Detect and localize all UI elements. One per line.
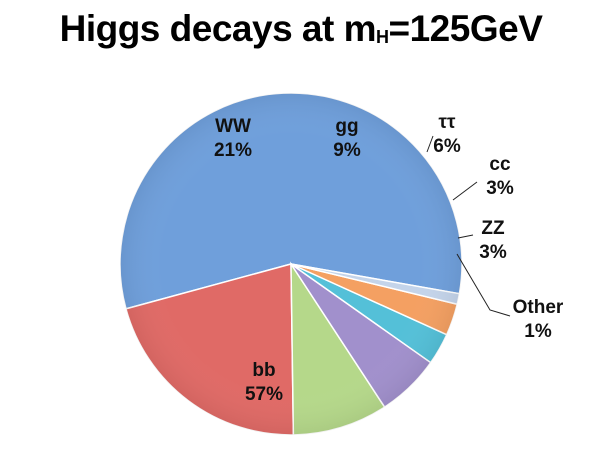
slice-label-tau: ττ 6%	[433, 112, 461, 157]
slice-label-other: Other 1%	[513, 297, 564, 342]
slice-name-tau: ττ	[439, 112, 456, 133]
slice-name-bb: bb	[252, 360, 275, 381]
slice-percent-cc: 3%	[486, 178, 514, 199]
slice-name-other: Other	[513, 297, 564, 318]
chart-title-main: Higgs decays at m	[59, 8, 377, 49]
slice-name-cc: cc	[489, 154, 511, 175]
slice-name-gg: gg	[335, 116, 358, 137]
leader-line-zz	[457, 234, 474, 239]
slice-name-ww: WW	[215, 116, 251, 137]
slice-label-bb: bb 57%	[245, 360, 283, 405]
slice-percent-gg: 9%	[333, 140, 361, 161]
slice-percent-ww: 21%	[214, 140, 252, 161]
slice-name-zz: ZZ	[481, 218, 505, 239]
chart-title-subscript: H	[376, 27, 389, 47]
slice-percent-zz: 3%	[479, 242, 507, 263]
slice-percent-bb: 57%	[245, 384, 283, 405]
leader-line-cc	[452, 181, 478, 201]
slice-label-zz: ZZ 3%	[479, 218, 507, 263]
slice-label-gg: gg 9%	[333, 116, 361, 161]
slice-label-cc: cc 3%	[486, 154, 514, 199]
leader-line-other	[456, 253, 511, 317]
leader-line-tau	[426, 135, 434, 153]
chart-title: Higgs decays at mH=125GeV	[0, 8, 602, 50]
slice-label-ww: WW 21%	[214, 116, 252, 161]
slice-percent-tau: 6%	[433, 136, 461, 157]
chart-title-suffix: =125GeV	[388, 8, 543, 49]
slice-percent-other: 1%	[524, 321, 552, 342]
